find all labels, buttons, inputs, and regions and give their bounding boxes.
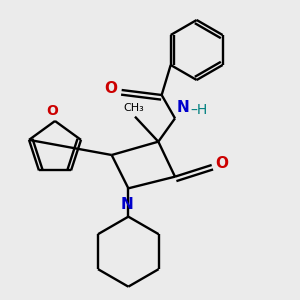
Text: –H: –H	[190, 103, 207, 117]
Text: O: O	[105, 81, 118, 96]
Text: O: O	[46, 104, 58, 118]
Text: O: O	[216, 156, 229, 171]
Text: N: N	[120, 197, 133, 212]
Text: N: N	[177, 100, 189, 115]
Text: CH₃: CH₃	[123, 103, 144, 113]
